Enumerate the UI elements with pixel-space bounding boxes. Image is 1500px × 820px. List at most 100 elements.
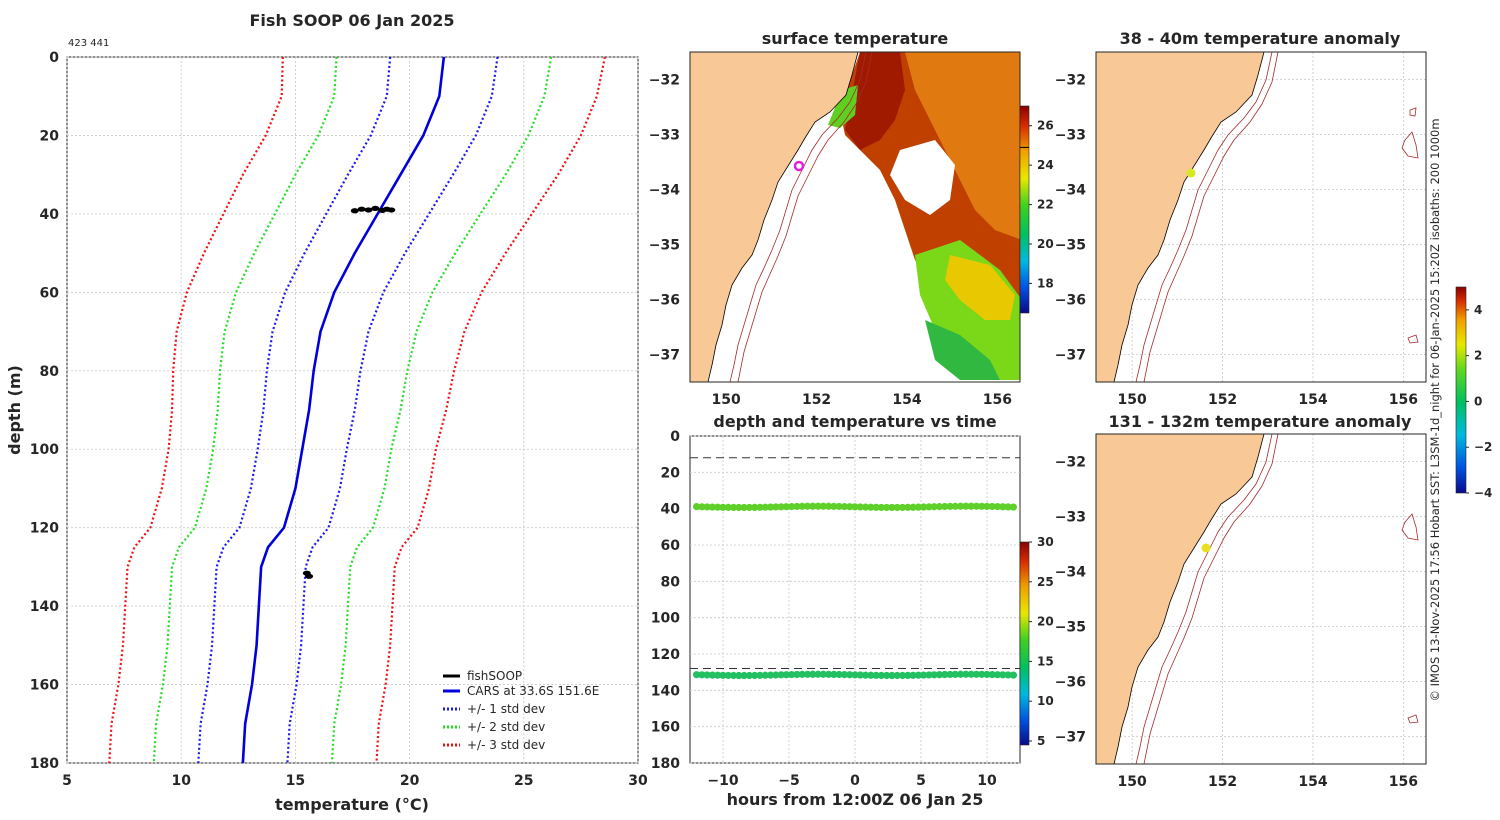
dt-point-deep [883,671,891,680]
legend-label-fishsoop: fishSOOP [467,669,522,683]
dt-point-shallow [867,503,875,511]
dt-ytick-label: 0 [670,429,680,445]
profile-lines [108,56,606,764]
colorbar-tick-label: 15 [1037,654,1054,668]
profile-line-3std-high [375,56,606,764]
colorbar-tick-label: 4 [1474,303,1482,317]
dt-point-shallow [967,502,975,510]
sst-colorbar-ticks: 18 20 22 24 26 [1029,119,1054,290]
dt-point-shallow [962,502,970,510]
dt-point-deep [729,671,738,680]
sst-field-green-dark [925,320,1000,380]
map-xtick-label: 152 [1208,392,1237,408]
profile-ytick-label: 60 [40,285,60,301]
dt-point-deep [930,671,938,679]
dt-point-deep [993,671,1002,679]
dt-ytick-label: 40 [661,502,681,518]
map-ytick-label: −32 [649,73,680,89]
profile-fishsoop-point [387,207,396,213]
map-ytick-label: −32 [1055,455,1086,471]
colorbar-tick-label: 2 [1474,349,1482,363]
dt-point-deep [772,671,780,679]
sst-field-coast-green [828,85,858,128]
dt-point-deep [1009,671,1018,679]
colorbar-tick-label: 30 [1037,535,1054,549]
dt-point-shallow [856,503,864,511]
colorbar-tick-label: −4 [1474,486,1492,500]
dt-point-shallow [793,502,801,511]
map-ytick-label: −36 [1055,293,1086,309]
dt-point-deep [788,670,796,679]
profile-xtick-label: 30 [628,773,648,789]
colorbar-tick-label: 0 [1474,394,1482,408]
dt-xtick-label: 5 [916,773,926,789]
dt-point-deep [756,671,764,679]
colorbar-tick-label: 25 [1037,575,1054,589]
profile-fishsoop-point [305,573,314,579]
dt-point-deep [766,671,775,679]
dt-point-shallow [914,503,922,511]
profile-fishsoop-point [371,205,380,211]
profile-xtick-label: 20 [400,773,420,789]
dt-point-shallow [909,503,917,511]
dt-points [693,502,1018,680]
profile-ytick-label: 20 [40,128,60,144]
dt-point-shallow [788,502,796,511]
dt-point-shallow [740,503,748,512]
map-ytick-label: −36 [1055,675,1086,691]
dt-point-shallow [935,503,944,511]
profile-ytick-label: 140 [30,599,59,615]
colorbar-tick-label: 24 [1037,158,1054,172]
dt-point-deep [751,671,759,680]
dt-point-shallow [883,503,891,512]
dt-point-deep [983,670,991,679]
map-ytick-label: −35 [1055,620,1086,636]
dt-point-deep [988,670,996,679]
profile-ylabel: depth (m) [5,365,24,455]
profile-fishsoop-point [357,206,366,212]
dt-point-deep [972,670,981,678]
colorbar-tick-label: 5 [1037,734,1045,748]
dt-point-shallow [714,503,722,511]
dt-point-deep [825,670,833,678]
sst-field-gaps [890,140,955,215]
dt-point-deep [856,671,864,679]
legend-label-1std: +/- 1 std dev [467,702,545,716]
map-xtick-label: 150 [1118,392,1147,408]
a1-title: 38 - 40m temperature anomaly [1120,29,1401,48]
map-xtick-label: 156 [983,392,1012,408]
dt-point-deep [951,670,959,678]
profile-line-cars-mean [241,56,446,764]
dt-point-deep [893,671,901,680]
dt-point-shallow [745,503,754,512]
dt-point-shallow [830,502,838,510]
dt-point-deep [803,670,812,678]
sst-colorbar [1019,105,1030,314]
legend-label-cars: CARS at 33.6S 151.6E [467,684,599,698]
dt-point-deep [1004,671,1012,679]
dt-point-deep [835,670,843,679]
profile-ytick-label: 180 [30,756,59,772]
a1-map-frame [1095,51,1427,383]
dt-point-deep [978,670,986,678]
sst-field-orange [905,52,1020,240]
dt-ytick-label: 140 [651,683,680,699]
dt-point-shallow [1009,503,1018,511]
colorbar-tick-label: 20 [1037,237,1054,251]
dt-point-deep [946,670,954,679]
dt-point-deep [819,670,827,678]
dt-point-deep [851,671,859,679]
profile-xlabel: temperature (°C) [275,795,429,814]
dt-point-deep [957,670,965,678]
dt-point-shallow [851,503,859,511]
map-xtick-label: 156 [1389,774,1418,790]
profile-line-3std-low [108,56,284,764]
dt-point-shallow [703,503,711,511]
map-xtick-label: 152 [802,392,831,408]
dt-point-shallow [861,503,870,511]
profile-xtick-label: 15 [286,773,305,789]
dt-point-shallow [920,503,928,511]
dt-point-shallow [735,503,743,512]
dt-ytick-label: 60 [661,538,681,554]
